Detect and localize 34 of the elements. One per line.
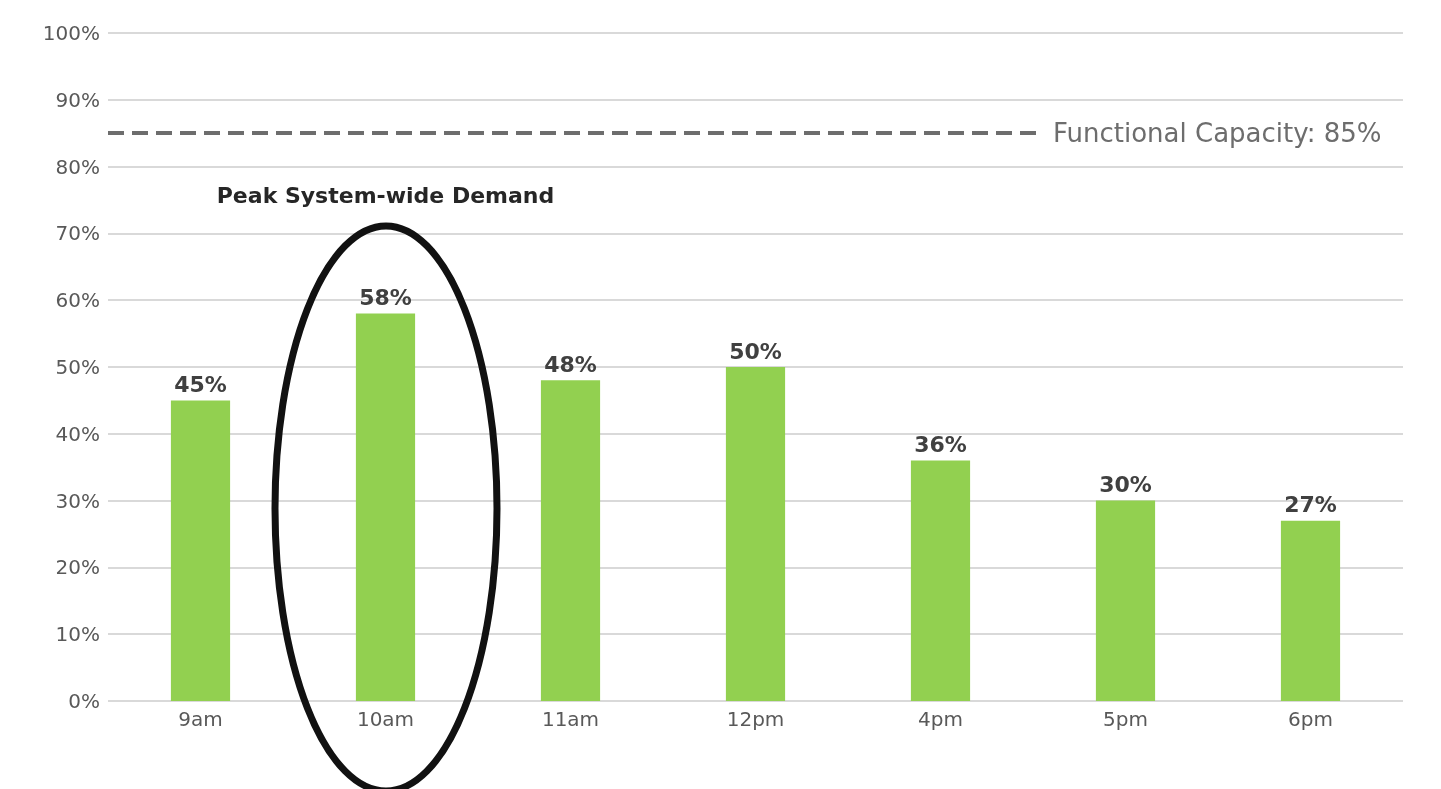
- y-tick-label: 30%: [55, 488, 100, 513]
- bar: [1280, 520, 1341, 701]
- x-tick-label: 6pm: [1288, 707, 1333, 731]
- y-tick-label: 40%: [55, 421, 100, 446]
- bar: [725, 367, 786, 701]
- x-tick-label: 10am: [356, 707, 415, 731]
- bar: [1095, 500, 1156, 701]
- y-tick-label: 20%: [55, 555, 100, 580]
- x-tick-label: 4pm: [918, 707, 963, 731]
- bar: [170, 400, 231, 701]
- y-tick-label: 100%: [42, 21, 100, 45]
- annotation: Peak System-wide Demand: [216, 183, 555, 209]
- bar: [910, 460, 971, 701]
- x-tick-label: 5pm: [1103, 707, 1148, 731]
- y-tick-label: 90%: [55, 87, 100, 112]
- x-tick-label: 12pm: [726, 707, 785, 731]
- bar: [355, 313, 416, 701]
- y-tick-label: 50%: [55, 355, 100, 379]
- data-label: 50%: [729, 338, 782, 364]
- data-label: 36%: [914, 432, 967, 458]
- y-tick-label: 60%: [55, 288, 100, 313]
- data-label: 58%: [359, 285, 412, 311]
- y-tick-label: 10%: [55, 622, 100, 647]
- data-label: 27%: [1284, 492, 1337, 518]
- y-tick-label: 0%: [68, 689, 100, 713]
- ref-line-label: Functional Capacity: 85%: [1053, 118, 1382, 149]
- data-label: 48%: [544, 351, 597, 377]
- y-tick-label: 80%: [55, 154, 100, 179]
- data-label: 45%: [174, 371, 227, 397]
- bar: [540, 380, 601, 701]
- data-label: 30%: [1099, 472, 1152, 498]
- y-tick-label: 70%: [55, 221, 100, 246]
- x-tick-label: 11am: [541, 707, 600, 731]
- x-tick-label: 9am: [178, 707, 223, 731]
